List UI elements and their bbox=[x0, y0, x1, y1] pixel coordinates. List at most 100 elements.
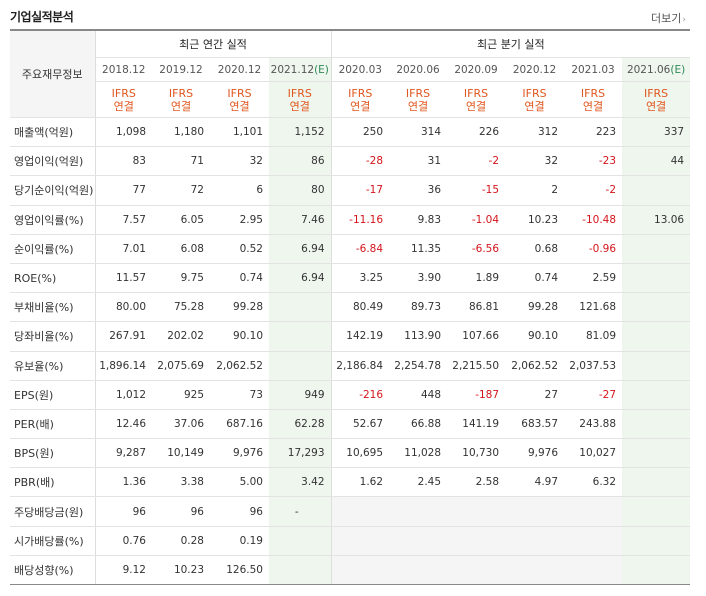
table-cell: 2.59 bbox=[564, 263, 623, 294]
row-label: 영업이익(억원) bbox=[10, 146, 96, 177]
table-cell bbox=[622, 467, 691, 498]
table-row: 영업이익(억원) 83 71 32 86 -28 31 -2 32 -23 44 bbox=[10, 146, 691, 177]
table-cell: 121.68 bbox=[564, 292, 623, 323]
table-cell: 6.08 bbox=[152, 234, 210, 264]
table-cell: 11,028 bbox=[389, 438, 448, 469]
table-cell: 9.12 bbox=[95, 555, 152, 586]
table-cell bbox=[269, 526, 332, 556]
table-cell: 10,027 bbox=[564, 438, 623, 469]
period-header: 2020.12 bbox=[505, 57, 565, 82]
table-cell: 72 bbox=[152, 175, 210, 206]
table-cell: 10.23 bbox=[505, 204, 565, 235]
table-cell: 11.57 bbox=[95, 263, 152, 294]
row-label: 부채비율(%) bbox=[10, 292, 96, 323]
table-cell: 37.06 bbox=[152, 409, 210, 440]
table-cell: 126.50 bbox=[210, 555, 269, 586]
table-cell: 62.28 bbox=[269, 409, 332, 440]
consolidated-label: 연결 bbox=[229, 99, 250, 113]
table-cell: 80 bbox=[269, 175, 332, 206]
annual-group-header: 최근 연간 실적 bbox=[95, 29, 332, 58]
table-cell: 337 bbox=[622, 116, 691, 148]
table-row: 영업이익률(%) 7.57 6.05 2.95 7.46 -11.16 9.83 -1.04 1… bbox=[10, 204, 691, 235]
table-cell: 10.23 bbox=[152, 555, 210, 586]
row-label: BPS(원) bbox=[10, 438, 96, 469]
ifrs-label: IFRS bbox=[111, 86, 136, 100]
table-cell: 0.74 bbox=[505, 263, 565, 294]
table-cell: 6 bbox=[210, 175, 269, 206]
table-cell bbox=[622, 292, 691, 323]
table-cell: 6.94 bbox=[269, 234, 332, 264]
period-header: 2020.06 bbox=[389, 57, 448, 82]
table-cell: 226 bbox=[447, 116, 506, 148]
table-cell bbox=[330, 496, 390, 527]
table-row: 배당성향(%) 9.12 10.23 126.50 bbox=[10, 555, 691, 586]
table-cell: 86.81 bbox=[447, 292, 506, 323]
table-cell: 141.19 bbox=[447, 409, 506, 440]
ifrs-basis: IFRS 연결 bbox=[447, 81, 506, 118]
table-cell: 96 bbox=[95, 496, 152, 527]
ifrs-label: IFRS bbox=[227, 86, 252, 100]
table-row: 당기순이익(억원) 77 72 6 80 -17 36 -15 2 -2 bbox=[10, 175, 691, 206]
label-header: 주요재무정보 bbox=[10, 29, 96, 118]
table-cell: 0.76 bbox=[95, 526, 152, 556]
ifrs-basis: IFRS 연결 bbox=[622, 81, 691, 118]
table-cell bbox=[622, 379, 691, 410]
table-cell: -11.16 bbox=[330, 204, 390, 235]
table-cell bbox=[622, 409, 691, 440]
table-cell: 10,695 bbox=[330, 438, 390, 469]
ifrs-label: IFRS bbox=[168, 86, 194, 100]
estimate-marker: (E) bbox=[314, 63, 329, 76]
financial-summary-table: 주요재무정보 최근 연간 실적 최근 분기 실적 2018.12 2019.12 2020… bbox=[10, 29, 691, 586]
table-cell: 107.66 bbox=[447, 321, 506, 352]
ifrs-label: IFRS bbox=[405, 86, 431, 100]
table-cell bbox=[622, 175, 691, 206]
section-header: 기업실적분석 더보기› bbox=[10, 6, 696, 28]
table-cell bbox=[447, 526, 506, 556]
consolidated-label: 연결 bbox=[524, 99, 545, 113]
table-cell: 925 bbox=[152, 379, 210, 410]
table-cell: -23 bbox=[564, 146, 623, 177]
consolidated-label: 연결 bbox=[113, 99, 134, 113]
table-cell: 27 bbox=[505, 379, 565, 410]
table-cell: 267.91 bbox=[95, 321, 152, 352]
row-label: EPS(원) bbox=[10, 379, 96, 410]
table-cell: 1.62 bbox=[330, 467, 390, 498]
estimate-marker: (E) bbox=[670, 63, 686, 76]
table-row: 매출액(억원) 1,098 1,180 1,101 1,152 250 314 226 312 2… bbox=[10, 116, 691, 148]
table-cell bbox=[622, 526, 691, 556]
table-cell: 6.94 bbox=[269, 263, 332, 294]
consolidated-label: 연결 bbox=[289, 99, 310, 113]
table-row: EPS(원) 1,012 925 73 949 -216 448 -187 27 -27 bbox=[10, 379, 691, 410]
table-cell: 2.58 bbox=[447, 467, 506, 498]
table-cell: -17 bbox=[330, 175, 390, 206]
table-cell: 312 bbox=[505, 116, 565, 148]
table-cell: 1,012 bbox=[95, 379, 152, 410]
table-cell bbox=[269, 292, 332, 323]
table-cell bbox=[564, 526, 623, 556]
section-title: 기업실적분석 bbox=[10, 10, 74, 24]
table-cell: 32 bbox=[505, 146, 565, 177]
table-cell: 113.90 bbox=[389, 321, 448, 352]
period-date: 2020.03 bbox=[338, 63, 382, 76]
table-cell bbox=[622, 438, 691, 469]
table-cell: -6.84 bbox=[330, 234, 390, 264]
table-cell: 2 bbox=[505, 175, 565, 206]
table-cell: 2,075.69 bbox=[152, 351, 210, 381]
ifrs-label: IFRS bbox=[348, 86, 373, 100]
consolidated-label: 연결 bbox=[465, 99, 487, 113]
table-cell: 6.32 bbox=[564, 467, 623, 498]
period-date: 2021.06 bbox=[626, 63, 671, 76]
table-cell: 9,976 bbox=[505, 438, 565, 469]
table-cell: 2.45 bbox=[389, 467, 448, 498]
table-cell: 96 bbox=[152, 496, 210, 527]
more-link[interactable]: 더보기› bbox=[651, 10, 686, 26]
ifrs-basis: IFRS 연결 bbox=[152, 81, 210, 118]
table-cell: -10.48 bbox=[564, 204, 623, 235]
ifrs-label: IFRS bbox=[287, 86, 312, 100]
table-cell: 0.68 bbox=[505, 234, 565, 264]
table-cell bbox=[622, 263, 691, 294]
table-row: 시가배당률(%) 0.76 0.28 0.19 bbox=[10, 526, 691, 556]
ifrs-label: IFRS bbox=[643, 86, 669, 100]
table-cell: 0.74 bbox=[210, 263, 269, 294]
consolidated-label: 연결 bbox=[582, 99, 604, 113]
